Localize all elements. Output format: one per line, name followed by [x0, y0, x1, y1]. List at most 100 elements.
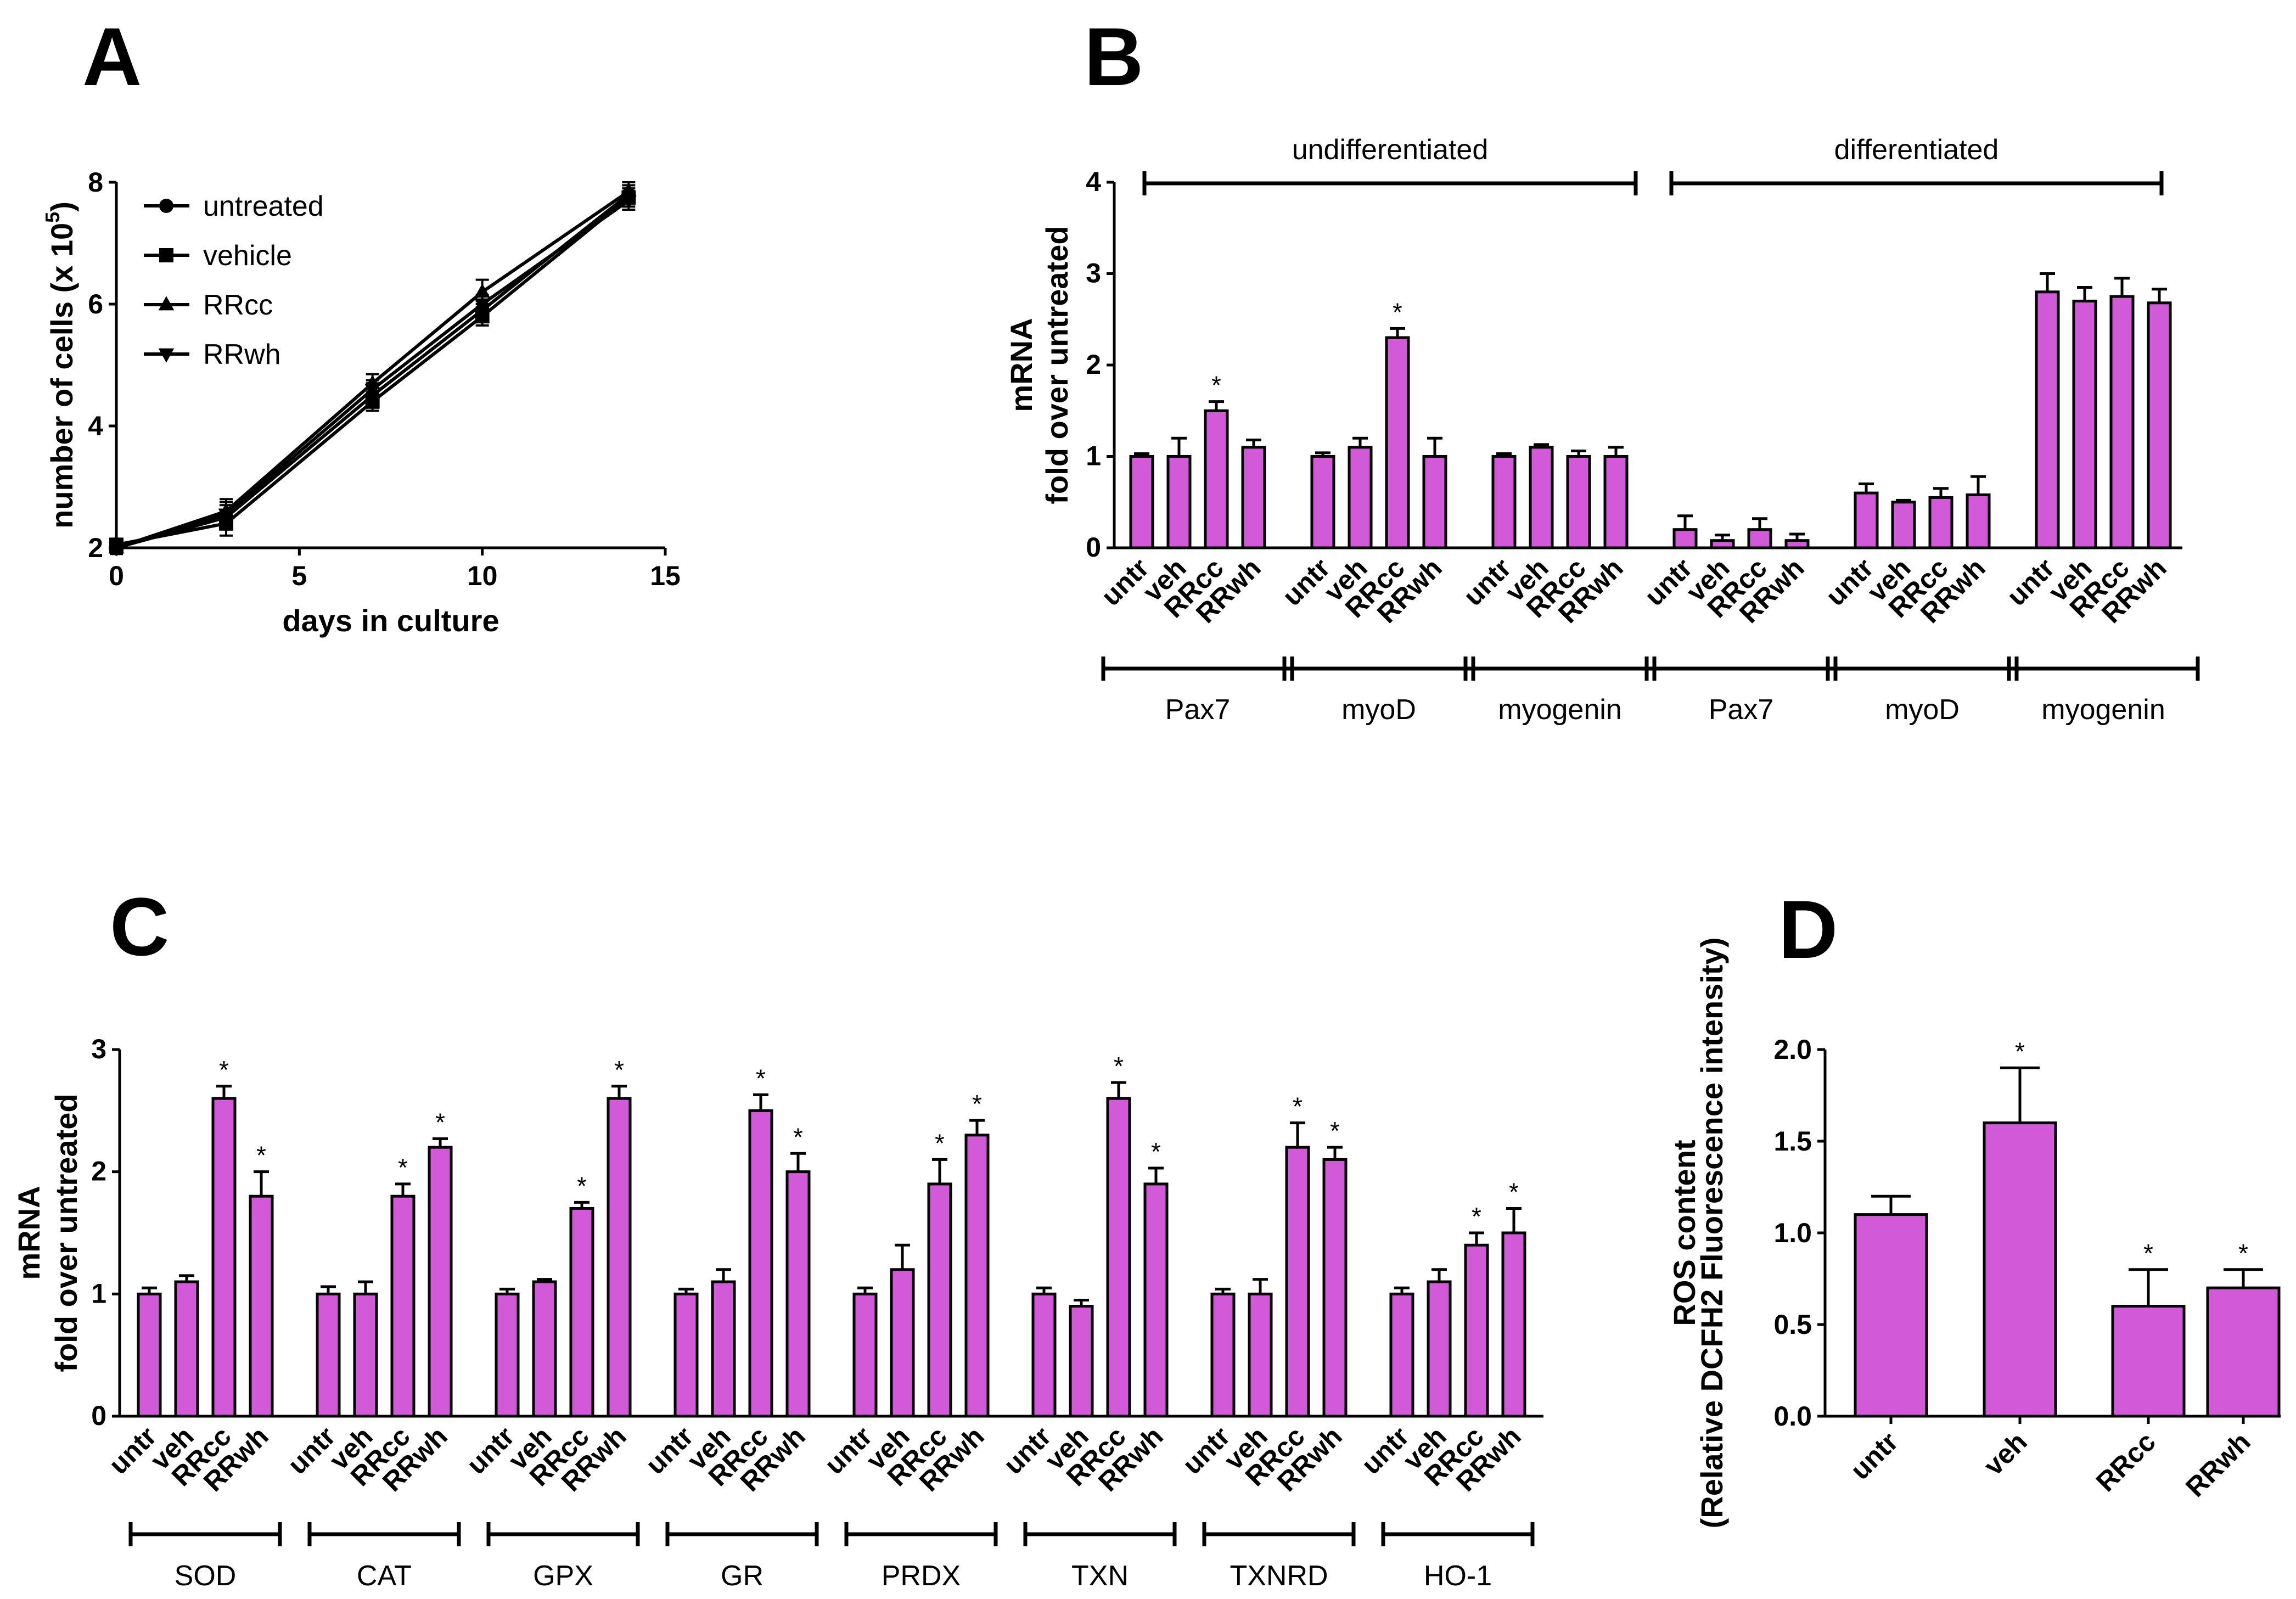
panel-a: A 2 4 6 8 0 5 10 15 days in culture number of cell… [41, 10, 681, 638]
y-axis-title-exponent: 5 [41, 212, 64, 223]
bar [2109, 295, 2135, 549]
panel-label: A [82, 10, 142, 103]
panel-label: B [1084, 10, 1143, 103]
x-tick-label: 10 [467, 560, 498, 591]
bar [353, 1292, 378, 1418]
significance-star: * [219, 1056, 229, 1084]
significance-star: * [972, 1090, 982, 1118]
marker-triangle-down [108, 542, 125, 557]
y-tick-label: 1.0 [1773, 1218, 1812, 1248]
bar [1747, 528, 1772, 549]
group-label: CAT [357, 1560, 412, 1592]
significance-star: * [1393, 298, 1402, 326]
bar [2072, 299, 2097, 549]
panel-d: D 0.0 0.5 1.0 1.5 2.0 ROS content(Relative DCF… [1667, 883, 2281, 1528]
significance-star: * [793, 1123, 803, 1151]
marker-square [159, 248, 173, 262]
super-group-label: undifferentiated [1292, 134, 1489, 166]
significance-star: * [1509, 1177, 1519, 1206]
y-tick-label: 8 [88, 167, 103, 198]
y-axis-title-text: number of cells (x 10 [44, 223, 79, 529]
bar [1204, 409, 1229, 549]
legend-label: RRcc [203, 289, 273, 321]
significance-star: * [614, 1056, 624, 1084]
y-tick-label: 6 [88, 289, 103, 319]
bar [748, 1109, 773, 1418]
bar [607, 1097, 632, 1418]
group-label: myoD [1341, 694, 1416, 726]
x-tick-label: veh [1978, 1426, 2033, 1482]
legend-label: RRwh [203, 339, 281, 371]
bar [1501, 1231, 1526, 1418]
group-label: Pax7 [1709, 694, 1774, 726]
bar [316, 1292, 341, 1418]
legend-label: vehicle [203, 240, 292, 272]
y-axis-title: ROS content [1667, 1140, 1702, 1326]
significance-star: * [1330, 1117, 1340, 1145]
bar [1566, 455, 1591, 549]
y-axis-title: mRNA [1004, 318, 1038, 412]
bar [964, 1134, 990, 1418]
bar [137, 1292, 162, 1418]
series-line [116, 190, 630, 549]
bar [249, 1194, 274, 1418]
bar [785, 1170, 811, 1418]
significance-star: * [756, 1064, 766, 1092]
bar [1854, 491, 1879, 549]
group-label: myogenin [1498, 694, 1621, 726]
bar [1928, 496, 1953, 549]
y-tick-label: 0 [91, 1400, 106, 1431]
significance-star: * [398, 1153, 408, 1182]
group-label: HO-1 [1424, 1560, 1492, 1592]
group-label: myogenin [2041, 694, 2165, 726]
y-axis-title-close: ) [44, 201, 79, 212]
bar [1106, 1097, 1131, 1418]
bar [1983, 1121, 2057, 1418]
group-label: myoD [1885, 694, 1960, 726]
group-label: SOD [175, 1560, 237, 1592]
bar [569, 1207, 594, 1418]
bar [1166, 455, 1192, 549]
x-axis-title: days in culture [282, 603, 499, 638]
y-axis-title: fold over untreated [1040, 226, 1074, 504]
bar [1891, 501, 1916, 549]
bar [390, 1194, 416, 1418]
legend-label: untreated [203, 190, 324, 222]
group-label: GR [721, 1560, 764, 1592]
group-label: Pax7 [1165, 694, 1231, 726]
bar [2206, 1286, 2281, 1418]
bar [1464, 1243, 1489, 1418]
bar [711, 1280, 736, 1418]
bar [890, 1268, 915, 1418]
marker-triangle-down [474, 298, 490, 313]
bar [1285, 1146, 1310, 1418]
series-line [116, 193, 630, 549]
group-label: GPX [533, 1560, 593, 1592]
significance-star: * [1151, 1137, 1161, 1166]
marker-triangle-down [218, 508, 234, 523]
significance-star: * [1293, 1092, 1303, 1121]
bar [2111, 1305, 2186, 1418]
bar [2035, 290, 2060, 549]
y-tick-label: 2 [1086, 349, 1101, 380]
significance-star: * [2143, 1239, 2153, 1267]
y-axis-title: mRNA [12, 1186, 46, 1280]
y-axis-title: number of cells (x 105) [41, 201, 79, 529]
bar [1129, 455, 1154, 549]
bar [1143, 1182, 1169, 1418]
significance-star: * [1472, 1202, 1481, 1231]
marker-circle [159, 199, 173, 213]
y-tick-label: 2 [88, 532, 103, 563]
significance-star: * [577, 1171, 587, 1200]
group-label: TXNRD [1230, 1560, 1328, 1592]
y-tick-label: 4 [88, 411, 103, 441]
bar [1672, 528, 1698, 549]
y-tick-label: 3 [91, 1034, 106, 1064]
bar [174, 1280, 199, 1418]
series-line [116, 196, 630, 547]
y-tick-label: 0 [1086, 532, 1101, 563]
x-tick-label: RRwh [2180, 1426, 2256, 1503]
y-tick-label: 1 [1086, 441, 1101, 472]
y-tick-label: 2 [91, 1156, 106, 1187]
